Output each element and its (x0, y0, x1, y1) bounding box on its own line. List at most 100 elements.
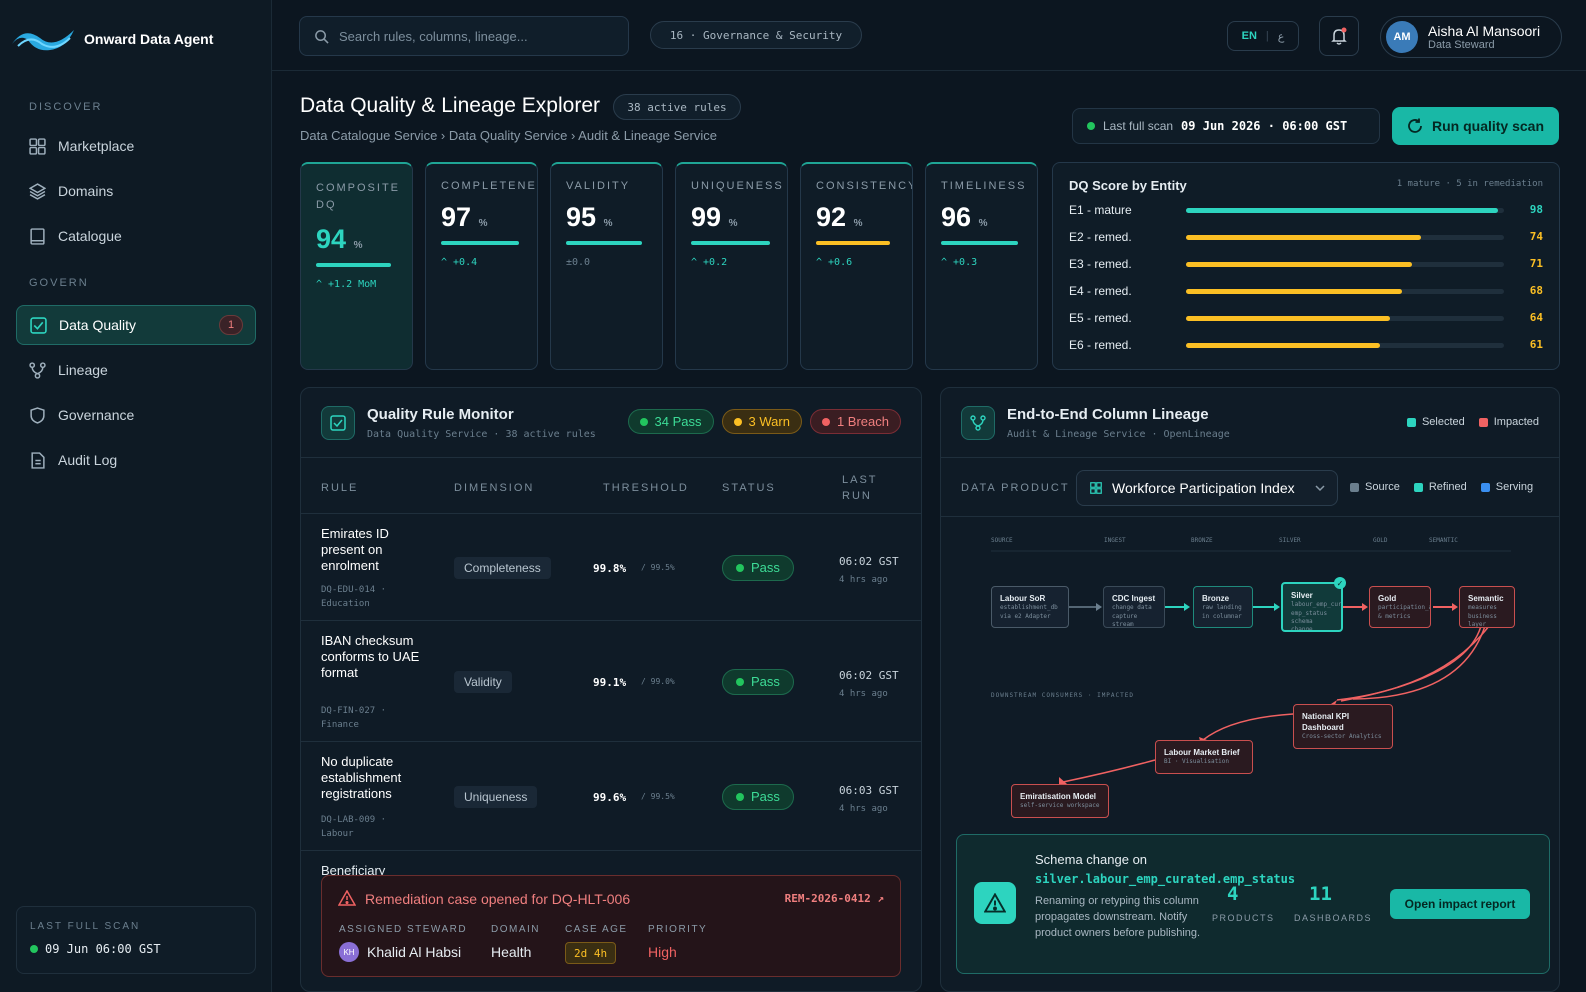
lineage-node[interactable]: CDC Ingest change data capture stream (1103, 586, 1165, 628)
app-logo[interactable]: Onward Data Agent (10, 24, 213, 54)
node-title: Bronze (1202, 594, 1230, 603)
products-label: PRODUCTS (1212, 913, 1275, 923)
search-input[interactable] (339, 28, 619, 44)
lineage-node[interactable]: Semantic measures business layer (1459, 586, 1515, 628)
warn-count-badge[interactable]: 3 Warn (721, 409, 802, 434)
search-box[interactable] (299, 16, 629, 56)
schema-column[interactable]: silver.labour_emp_curated.emp_status (1035, 872, 1296, 886)
rule-id: DQ-LAB-009 · Labour (321, 815, 387, 839)
kpi-value: 97 % (441, 202, 522, 233)
file-icon (31, 451, 45, 469)
last-run-time: 06:03 GST (839, 783, 899, 797)
kpi-unit: % (978, 218, 988, 229)
user-menu[interactable]: AM Aisha Al Mansoori Data Steward (1380, 16, 1562, 58)
breadcrumb[interactable]: Data Catalogue Service › Data Quality Se… (300, 128, 717, 143)
remediation-alert: Remediation case opened for DQ-HLT-006 R… (321, 875, 901, 977)
node-subtitle: raw landing in columnar (1202, 604, 1242, 620)
open-impact-report-button[interactable]: Open impact report (1390, 889, 1530, 919)
kpi-card[interactable]: COMPOSITE DQ 94 % ^ +1.2 MoM (300, 162, 413, 370)
table-row[interactable]: No duplicate establishment registrations… (301, 741, 921, 850)
context-pill[interactable]: 16 · Governance & Security (650, 21, 862, 49)
col-status[interactable]: STATUS (722, 482, 776, 494)
data-product-select[interactable]: Workforce Participation Index (1076, 470, 1338, 506)
breach-count-badge[interactable]: 1 Breach (809, 409, 901, 434)
lineage-node[interactable]: Labour SoR establishment_db via e2 Adapte… (991, 586, 1069, 628)
grid-icon (1090, 482, 1102, 494)
topbar: 16 · Governance & Security EN | ع AM Ais… (272, 0, 1586, 71)
domain-value: Health (491, 944, 532, 960)
entity-card-title: DQ Score by Entity (1069, 178, 1187, 193)
sidebar-item-label: Marketplace (58, 138, 135, 154)
sidebar-item-marketplace[interactable]: Marketplace (16, 126, 256, 166)
kpi-card[interactable]: TIMELINESS 96 % ^ +0.3 (925, 162, 1038, 370)
kpi-card[interactable]: CONSISTENCY 92 % ^ +0.6 (800, 162, 913, 370)
status-badge[interactable]: Pass (722, 554, 794, 581)
table-row[interactable]: IBAN checksum conforms to UAE format DQ-F… (301, 620, 921, 741)
rule-value: 99.1% (593, 675, 627, 689)
nav-section-govern: GOVERN (29, 277, 89, 289)
entity-bar (1186, 289, 1403, 294)
kpi-name: TIMELINESS (941, 180, 1027, 192)
table-row[interactable]: Beneficiary (301, 850, 921, 880)
kpi-delta: ^ +0.4 (441, 257, 478, 268)
notifications-button[interactable] (1319, 16, 1359, 56)
legend-impacted: Impacted (1493, 416, 1539, 428)
col-last-run[interactable]: LAST RUN (842, 474, 878, 502)
data-product-label: DATA PRODUCT (961, 482, 1070, 494)
monitor-subtitle: Data Quality Service · 38 active rules (367, 429, 596, 440)
alert-icon-box (974, 882, 1016, 924)
pass-count-badge[interactable]: 34 Pass (627, 409, 714, 434)
lang-en[interactable]: EN (1241, 30, 1257, 42)
remediation-case-link[interactable]: REM-2026-0412 ↗ (784, 892, 884, 905)
sidebar-item-data-quality[interactable]: Data Quality 1 (16, 305, 256, 345)
consumer-node[interactable]: Labour Market Brief BI · Visualisation (1155, 740, 1253, 774)
rule-value: 99.6% (593, 790, 627, 804)
status-badge[interactable]: Pass (722, 668, 794, 695)
kpi-number: 99 (691, 202, 722, 232)
language-toggle[interactable]: EN | ع (1227, 21, 1299, 51)
sidebar-item-governance[interactable]: Governance (16, 395, 256, 435)
steward-name[interactable]: Khalid Al Habsi (367, 944, 462, 960)
schema-description: Renaming or retyping this column propaga… (1035, 895, 1201, 939)
last-scan-value: 09 Jun 06:00 GST (45, 942, 161, 956)
consumer-node[interactable]: Emiratisation Model self-service workspac… (1011, 784, 1109, 818)
table-row[interactable]: Emirates ID present on enrolment DQ-EDU-0… (301, 513, 921, 620)
stage-label: SEMANTIC (1429, 537, 1458, 544)
last-scan-value: 09 Jun 2026 · 06:00 GST (1181, 119, 1348, 133)
col-threshold[interactable]: THRESHOLD (603, 482, 689, 494)
dashboards-count: 11 (1309, 883, 1332, 905)
rule-id: DQ-FIN-027 · Finance (321, 706, 387, 730)
status-badge[interactable]: Pass (722, 783, 794, 810)
col-dimension[interactable]: DIMENSION (454, 482, 535, 494)
lineage-node[interactable]: Bronze raw landing in columnar (1193, 586, 1253, 628)
node-title: Gold (1378, 594, 1397, 603)
entity-bar (1186, 208, 1498, 213)
kpi-card[interactable]: VALIDITY 95 % ±0.0 (550, 162, 663, 370)
sidebar-item-catalogue[interactable]: Catalogue (16, 216, 256, 256)
entity-label: E4 - remed. (1069, 284, 1132, 298)
rule-name: Emirates ID present on enrolment (321, 526, 389, 573)
kpi-card[interactable]: COMPLETENESS 97 % ^ +0.4 (425, 162, 538, 370)
user-name: Aisha Al Mansoori (1428, 23, 1541, 39)
check-square-icon (30, 316, 47, 334)
run-quality-scan-button[interactable]: Run quality scan (1392, 107, 1559, 145)
col-rule[interactable]: RULE (321, 482, 359, 494)
sidebar-item-audit-log[interactable]: Audit Log (16, 440, 256, 480)
app-name: Onward Data Agent (84, 31, 214, 47)
downstream-label: DOWNSTREAM CONSUMERS · IMPACTED (991, 692, 1134, 699)
lang-ar[interactable]: ع (1277, 30, 1285, 43)
sidebar-item-lineage[interactable]: Lineage (16, 350, 256, 390)
sidebar-item-domains[interactable]: Domains (16, 171, 256, 211)
rule-name: Beneficiary (321, 863, 386, 878)
consumer-node[interactable]: National KPI Dashboard Cross-sector Analy… (1293, 704, 1393, 749)
rule-name: IBAN checksum conforms to UAE format (321, 633, 420, 680)
kpi-card[interactable]: UNIQUENESS 99 % ^ +0.2 (675, 162, 788, 370)
lineage-subtitle: Audit & Lineage Service · OpenLineage (1007, 429, 1230, 440)
status-dot (736, 677, 744, 686)
entity-label: E1 - mature (1069, 203, 1132, 217)
entity-bar (1186, 316, 1390, 321)
rule-name: No duplicate establishment registrations (321, 754, 402, 801)
kpi-value: 99 % (691, 202, 772, 233)
